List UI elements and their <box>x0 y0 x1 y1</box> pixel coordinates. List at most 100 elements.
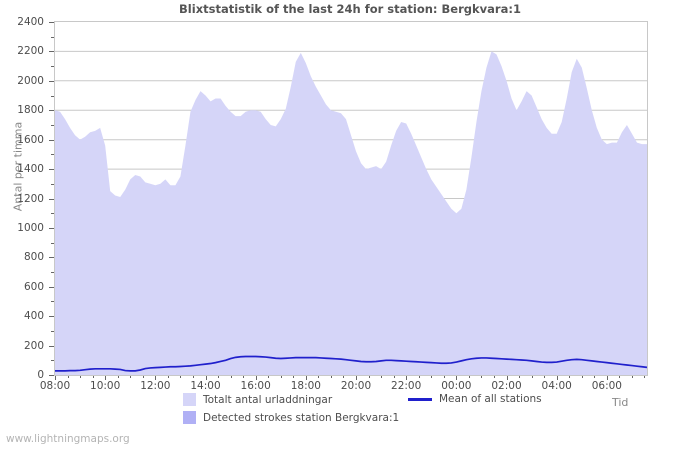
x-minor-tick <box>142 375 144 378</box>
x-tick-label: 16:00 <box>240 380 271 392</box>
x-minor-tick <box>268 375 270 378</box>
y-major-tick <box>49 169 54 171</box>
y-minor-tick <box>51 95 54 97</box>
x-tick-label: 02:00 <box>491 380 522 392</box>
y-major-tick <box>49 110 54 112</box>
y-tick-label: 0 <box>37 369 44 381</box>
x-minor-tick <box>631 375 633 378</box>
y-major-tick <box>49 139 54 141</box>
x-minor-tick <box>80 375 82 378</box>
x-tick-label: 20:00 <box>340 380 372 392</box>
x-minor-tick <box>468 375 470 378</box>
y-tick-label: 1800 <box>17 104 44 117</box>
x-minor-tick <box>393 375 395 378</box>
x-minor-tick <box>531 375 533 378</box>
y-minor-tick <box>51 36 54 38</box>
x-minor-tick <box>544 375 546 378</box>
y-minor-tick <box>51 124 54 126</box>
y-tick-label: 200 <box>23 339 44 352</box>
x-minor-tick <box>180 375 182 378</box>
y-minor-tick <box>51 301 54 303</box>
page-title: Blixtstatistik of the last 24h for stati… <box>179 2 521 16</box>
x-major-tick <box>305 375 307 380</box>
x-minor-tick <box>130 375 132 378</box>
legend-label-total: Totalt antal urladdningar <box>203 393 333 406</box>
x-minor-tick <box>280 375 282 378</box>
x-minor-tick <box>644 375 646 378</box>
y-minor-tick <box>51 272 54 274</box>
x-minor-tick <box>192 375 194 378</box>
y-minor-tick <box>51 183 54 185</box>
x-tick-label: 14:00 <box>190 380 221 392</box>
legend-item-station: Detected strokes station Bergkvara:1 <box>183 411 399 424</box>
y-major-tick <box>49 345 54 347</box>
x-minor-tick <box>481 375 483 378</box>
x-minor-tick <box>381 375 383 378</box>
x-minor-tick <box>167 375 169 378</box>
x-minor-tick <box>418 375 420 378</box>
y-major-tick <box>49 316 54 318</box>
x-tick-label: 04:00 <box>541 380 572 392</box>
y-major-tick <box>49 198 54 200</box>
x-major-tick <box>105 375 107 380</box>
x-tick-label: 08:00 <box>39 380 71 392</box>
x-tick-label: 10:00 <box>90 380 121 392</box>
y-major-tick <box>49 286 54 288</box>
x-minor-tick <box>318 375 320 378</box>
y-major-tick <box>49 375 54 376</box>
mean-line <box>55 355 647 372</box>
x-minor-tick <box>243 375 245 378</box>
x-minor-tick <box>343 375 345 378</box>
y-tick-label: 800 <box>23 251 44 264</box>
x-tick-label: 22:00 <box>391 380 422 392</box>
y-minor-tick <box>51 154 54 156</box>
footer-attribution: www.lightningmaps.org <box>6 433 130 445</box>
x-tick-label: 18:00 <box>290 380 321 392</box>
x-minor-tick <box>117 375 119 378</box>
x-tick-label: 06:00 <box>591 380 622 392</box>
legend-line-mean <box>408 397 432 401</box>
x-minor-tick <box>218 375 220 378</box>
y-minor-tick <box>51 360 54 362</box>
y-tick-label: 1200 <box>17 192 44 205</box>
y-minor-tick <box>51 242 54 244</box>
legend-label-mean: Mean of all stations <box>439 393 542 405</box>
plot-svg <box>55 50 647 375</box>
x-minor-tick <box>293 375 295 378</box>
x-major-tick <box>255 375 257 380</box>
x-major-tick <box>205 375 207 380</box>
y-major-tick <box>49 80 54 82</box>
y-minor-tick <box>51 66 54 68</box>
x-tick-label: 00:00 <box>441 380 472 392</box>
x-major-tick <box>55 375 56 380</box>
x-minor-tick <box>431 375 433 378</box>
y-tick-label: 600 <box>23 280 44 293</box>
y-tick-label: 2200 <box>17 45 44 58</box>
legend-swatch-station <box>183 411 196 424</box>
legend-swatch-total <box>183 393 196 406</box>
legend-item-total: Totalt antal urladdningar <box>183 393 332 406</box>
y-tick-label: 1000 <box>17 221 44 234</box>
area-total <box>55 51 647 375</box>
y-minor-tick <box>51 213 54 215</box>
x-minor-tick <box>67 375 69 378</box>
x-tick-label: 12:00 <box>140 380 171 392</box>
x-minor-tick <box>619 375 621 378</box>
x-major-tick <box>606 375 608 380</box>
y-tick-label: 1400 <box>17 163 44 176</box>
y-tick-label: 2400 <box>17 16 44 28</box>
y-major-tick <box>49 51 54 53</box>
x-major-tick <box>506 375 508 380</box>
x-minor-tick <box>92 375 94 378</box>
y-major-tick <box>49 227 54 229</box>
x-minor-tick <box>230 375 232 378</box>
y-tick-label: 1600 <box>17 133 44 146</box>
legend-item-mean: Mean of all stations <box>408 393 542 405</box>
x-major-tick <box>356 375 358 380</box>
x-major-tick <box>456 375 458 380</box>
x-major-tick <box>406 375 408 380</box>
x-major-tick <box>556 375 558 380</box>
x-minor-tick <box>581 375 583 378</box>
y-tick-label: 400 <box>23 310 44 323</box>
